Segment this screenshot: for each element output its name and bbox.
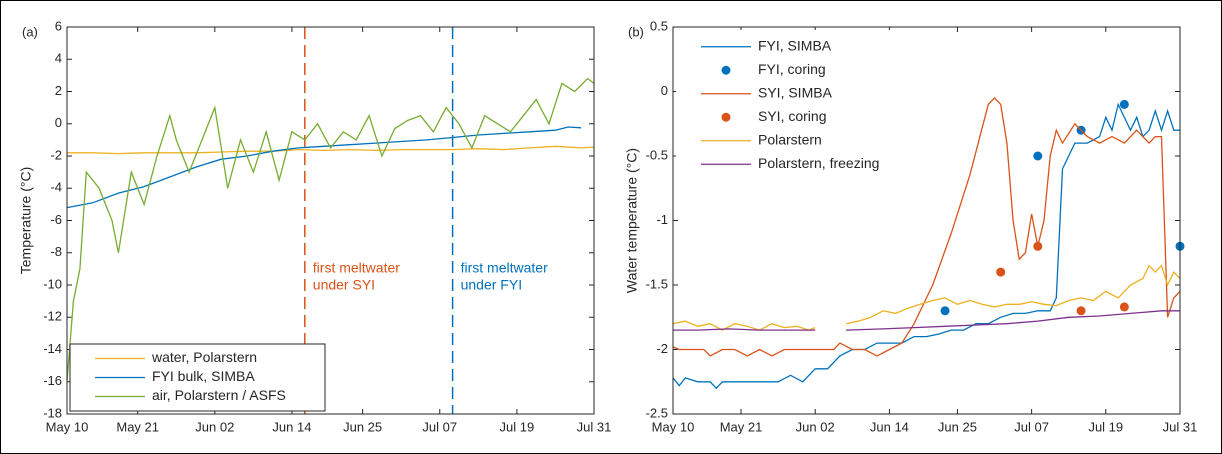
series-line: [67, 126, 582, 209]
x-tick-label: Jul 07: [422, 419, 457, 434]
legend-marker: [721, 112, 731, 122]
data-point: [940, 306, 950, 316]
x-tick-label: Jul 31: [577, 419, 612, 434]
x-tick-label: May 10: [46, 419, 89, 434]
x-tick-label: Jul 19: [500, 419, 535, 434]
series-line: [67, 77, 595, 382]
data-point: [1033, 241, 1043, 251]
legend-label: Polarstern, freezing: [758, 155, 879, 171]
y-tick-label: -14: [43, 341, 62, 356]
panel: (b) Water temperature (°C) -2.5 -2 -1.5 -1 -0.…: [624, 18, 1198, 434]
event-label: under SYI: [313, 277, 375, 293]
legend-label: water, Polarstern: [151, 349, 257, 365]
y-axis-label: Temperature (°C): [18, 167, 34, 275]
x-tick-label: May 21: [720, 419, 763, 434]
legend-marker: [721, 65, 731, 75]
series-line: [673, 310, 1180, 331]
x-tick-label: Jun 25: [343, 419, 382, 434]
legend-label: SYI, coring: [758, 108, 826, 124]
panel-label: (a): [22, 24, 38, 39]
y-tick-label: -10: [43, 276, 62, 291]
series-line: [673, 96, 1181, 357]
data-point: [1119, 302, 1129, 312]
x-tick-label: Jul 07: [1014, 419, 1049, 434]
y-tick-label: -16: [43, 373, 62, 388]
legend-label: FYI, coring: [758, 61, 826, 77]
x-tick-label: Jun 14: [870, 419, 909, 434]
panel-label: (b): [628, 24, 644, 39]
series-line: [673, 264, 1181, 331]
y-tick-label: 0: [661, 83, 668, 98]
x-tick-label: Jun 02: [796, 419, 835, 434]
y-tick-label: -0.5: [646, 147, 668, 162]
y-tick-label: -6: [50, 212, 62, 227]
legend-label: FYI bulk, SIMBA: [152, 368, 255, 384]
data-point: [1119, 99, 1129, 109]
x-tick-label: Jun 02: [195, 419, 234, 434]
series-line: [673, 102, 1180, 390]
y-tick-label: 0: [55, 115, 62, 130]
event-label: first meltwater: [461, 260, 548, 276]
y-tick-label: 2: [55, 83, 62, 98]
x-tick-label: Jun 25: [938, 419, 977, 434]
legend-label: Polarstern: [758, 131, 822, 147]
x-tick-label: May 10: [652, 419, 695, 434]
x-tick-label: Jul 19: [1088, 419, 1123, 434]
y-tick-label: -1.5: [646, 276, 668, 291]
panel: (a) Temperature (°C) -18 -16 -14 -12 -10 -8 -6 -4…: [18, 18, 612, 434]
y-tick-label: -1: [656, 212, 668, 227]
series-line: [67, 145, 595, 155]
event-label: under FYI: [461, 277, 522, 293]
axes-box: [672, 26, 1181, 415]
legend-label: FYI, SIMBA: [758, 37, 832, 53]
legend-label: SYI, SIMBA: [758, 84, 833, 100]
x-tick-label: Jul 31: [1163, 419, 1198, 434]
y-tick-label: -18: [43, 405, 62, 420]
y-tick-label: 4: [55, 51, 62, 66]
y-tick-label: 0.5: [650, 18, 668, 33]
y-tick-label: -12: [43, 309, 62, 324]
data-point: [996, 267, 1006, 277]
y-tick-label: -2: [50, 147, 62, 162]
y-axis-label: Water temperature (°C): [624, 148, 640, 293]
y-tick-label: -8: [50, 244, 62, 259]
x-tick-label: Jun 14: [272, 419, 311, 434]
y-tick-label: -2: [656, 341, 668, 356]
x-tick-label: May 21: [116, 419, 159, 434]
y-tick-label: 6: [55, 18, 62, 33]
legend-box: [676, 30, 936, 181]
y-tick-label: -2.5: [646, 405, 668, 420]
data-point: [1076, 306, 1086, 316]
legend-label: air, Polarstern / ASFS: [152, 387, 286, 403]
y-tick-label: -4: [50, 180, 62, 195]
data-point: [1033, 151, 1043, 161]
axes-box: [66, 26, 595, 415]
event-label: first meltwater: [313, 260, 400, 276]
